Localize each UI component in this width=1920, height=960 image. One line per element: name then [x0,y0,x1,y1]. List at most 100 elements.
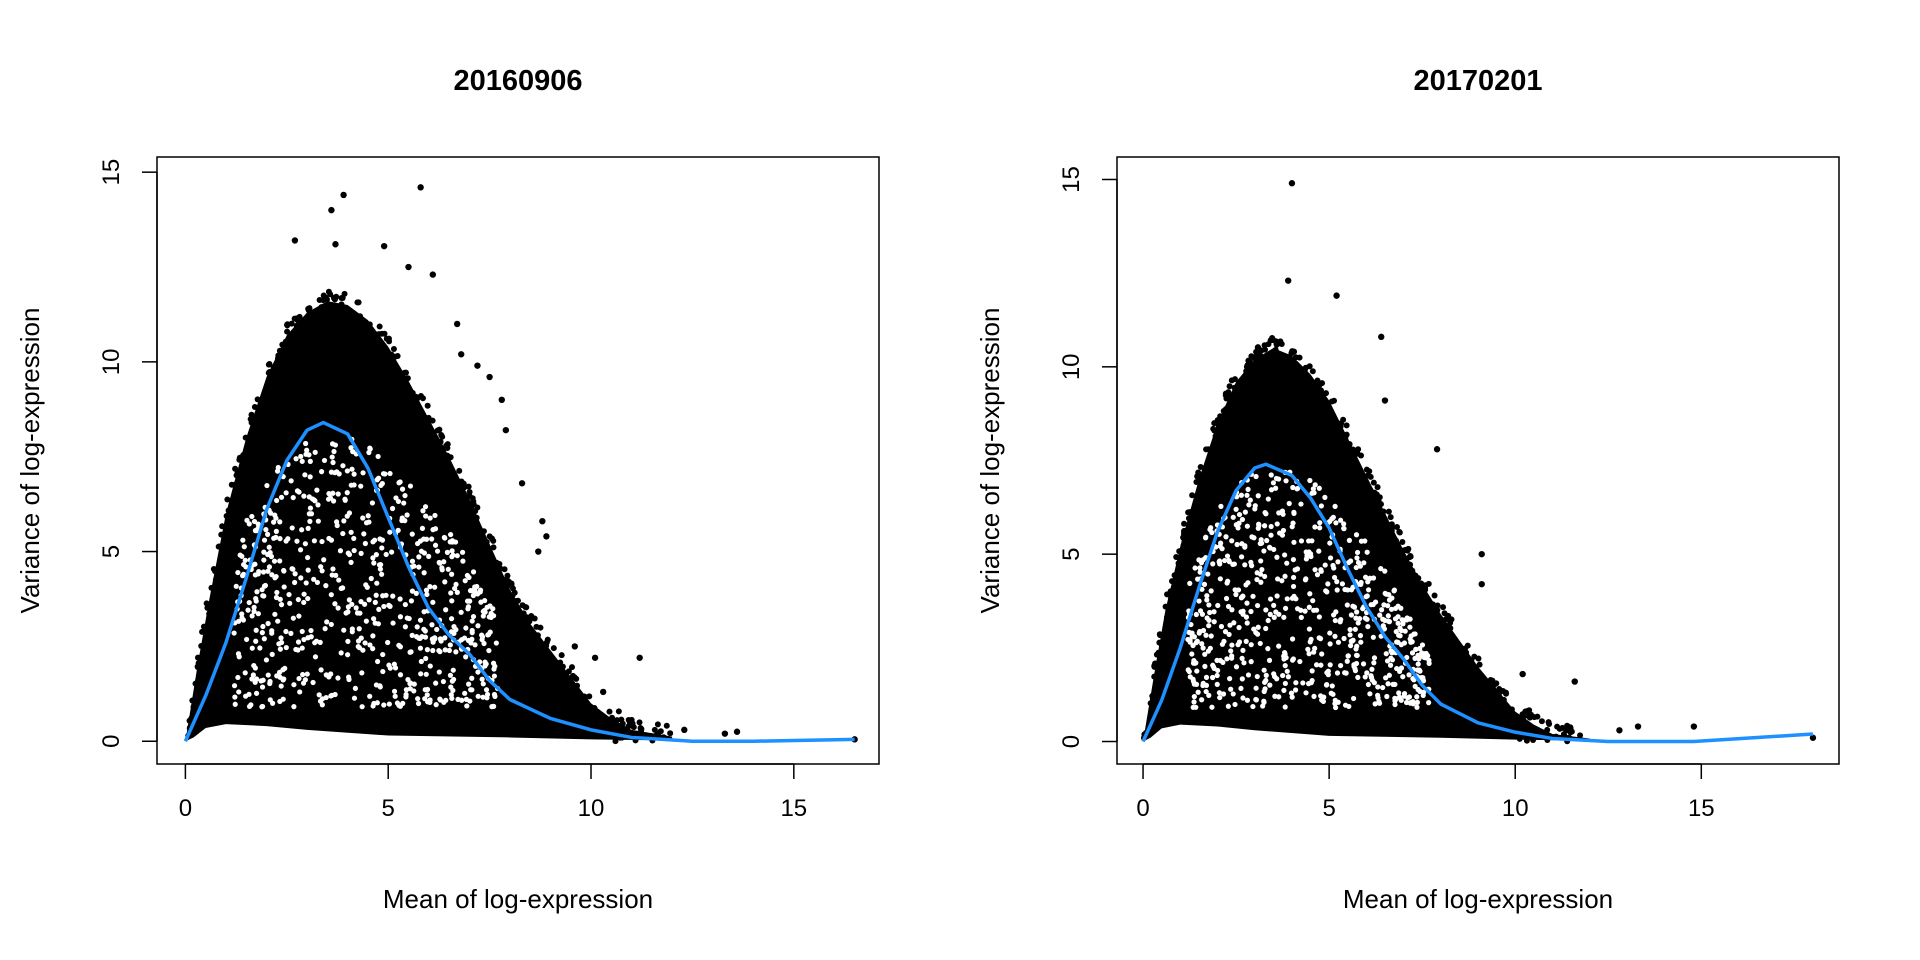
cloud-gap [1392,681,1398,687]
data-point [1151,673,1158,680]
data-point [251,403,258,410]
cloud-gap [1186,668,1192,675]
cloud-gap [1230,514,1236,520]
cloud-gap [283,490,289,496]
data-point [371,336,378,343]
data-point [429,271,437,278]
data-point [1378,333,1385,341]
cloud-gap [397,644,403,650]
cloud-gap [318,469,325,475]
cloud-gap [1267,682,1273,688]
cloud-gap [1248,659,1254,665]
cloud-gap [1236,511,1243,518]
cloud-gap [1302,608,1308,614]
data-point [582,698,589,705]
data-point [1171,572,1178,579]
cloud-gap [1306,604,1312,610]
cloud-gap [1235,587,1242,593]
cloud-gap [1200,645,1206,651]
data-point [586,693,593,700]
cloud-gap [1334,587,1340,593]
data-point [1322,400,1329,407]
data-point [1500,696,1507,703]
data-point [410,412,417,419]
cloud-gap [1300,680,1306,686]
cloud-gap [1263,625,1269,632]
cloud-gap [392,693,398,699]
cloud-gap [324,619,330,625]
data-point [1480,692,1487,699]
cloud-gap [1294,566,1301,572]
cloud-gap [1338,517,1344,523]
cloud-gap [259,630,265,636]
cloud-gap [1338,617,1344,623]
cloud-gap [1325,672,1331,678]
cloud-gap [346,597,352,603]
cloud-gap [482,663,488,669]
data-point [465,483,472,490]
cloud-gap [491,673,497,679]
cloud-gap [1266,657,1273,663]
cloud-gap [1268,472,1274,478]
cloud-gap [294,538,300,544]
data-point [1467,668,1474,675]
cloud-gap [266,564,273,570]
cloud-gap [1265,496,1271,502]
cloud-gap [1273,609,1279,615]
cloud-gap [266,544,272,550]
data-point [442,469,449,476]
cloud-gap [1220,659,1226,665]
cloud-gap [1309,668,1315,674]
cloud-gap [389,505,396,512]
cloud-gap [383,551,389,558]
cloud-gap [1251,626,1257,632]
data-point [282,338,289,345]
cloud-gap [1211,665,1217,672]
data-point [316,326,323,333]
cloud-gap [326,491,332,497]
data-point [1152,660,1159,667]
data-point [1519,670,1526,678]
cloud-gap [423,536,430,542]
cloud-gap [1365,681,1371,688]
cloud-gap [271,558,278,564]
cloud-gap [267,549,273,556]
cloud-gap [1310,486,1316,492]
cloud-gap [439,565,445,571]
cloud-gap [328,537,335,543]
cloud-gap [386,602,392,608]
cloud-gap [1208,588,1214,594]
data-point [1382,536,1389,543]
cloud-gap [255,611,261,617]
data-point [1420,606,1427,613]
data-point [1258,347,1265,354]
cloud-gap [405,677,411,683]
data-point [499,586,506,593]
data-point [1355,446,1362,453]
cloud-gap [1316,485,1322,491]
cloud-gap [231,683,238,689]
cloud-gap [1261,699,1267,706]
data-point [1292,362,1299,369]
cloud-gap [358,599,364,605]
cloud-gap [438,638,444,644]
cloud-gap [1341,635,1347,642]
cloud-gap [443,697,449,703]
cloud-gap [1276,694,1282,700]
data-point [1427,611,1434,618]
cloud-gap [1242,509,1248,515]
cloud-gap [485,631,492,638]
cloud-gap [376,562,383,568]
cloud-gap [491,666,497,672]
data-point [651,726,658,733]
cloud-gap [407,483,414,489]
cloud-gap [1261,667,1267,673]
cloud-gap [448,590,454,596]
data-point [408,406,415,413]
data-point [1303,383,1310,390]
cloud-gap [1225,603,1232,610]
cloud-gap [400,700,406,706]
cloud-gap [417,645,424,651]
cloud-gap [346,551,353,558]
data-point [427,435,434,442]
